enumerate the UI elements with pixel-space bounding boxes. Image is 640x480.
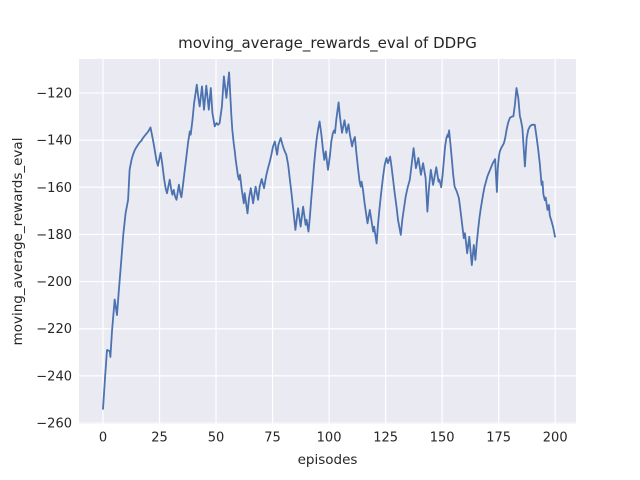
y-tick-label: −160 bbox=[36, 181, 72, 196]
y-axis-label: moving_average_rewards_eval bbox=[10, 138, 26, 346]
x-tick-label: 50 bbox=[208, 431, 225, 446]
x-tick-label: 0 bbox=[99, 431, 107, 446]
x-tick-label: 150 bbox=[430, 431, 455, 446]
x-tick-label: 25 bbox=[151, 431, 168, 446]
plot-area bbox=[79, 59, 576, 424]
y-tick-label: −180 bbox=[36, 228, 72, 243]
x-tick-label: 175 bbox=[486, 431, 511, 446]
y-tick-label: −140 bbox=[36, 134, 72, 149]
y-tick-label: −200 bbox=[36, 275, 72, 290]
x-tick-label: 100 bbox=[317, 431, 342, 446]
y-tick-label: −120 bbox=[36, 86, 72, 101]
x-axis-label: episodes bbox=[298, 452, 358, 468]
y-tick-label: −220 bbox=[36, 322, 72, 337]
series-line bbox=[102, 71, 556, 410]
y-tick-label: −240 bbox=[36, 369, 72, 384]
x-tick-label: 75 bbox=[264, 431, 281, 446]
chart-title: moving_average_rewards_eval of DDPG bbox=[178, 34, 477, 53]
y-tick-labels: −120 −140 −160 −180 −200 −220 −240 −260 bbox=[36, 86, 72, 431]
grid-lines bbox=[79, 59, 576, 424]
y-tick-label: −260 bbox=[36, 417, 72, 432]
x-tick-labels: 0 25 50 75 100 125 150 175 200 bbox=[99, 431, 568, 446]
x-tick-label: 200 bbox=[543, 431, 568, 446]
x-tick-label: 125 bbox=[373, 431, 398, 446]
